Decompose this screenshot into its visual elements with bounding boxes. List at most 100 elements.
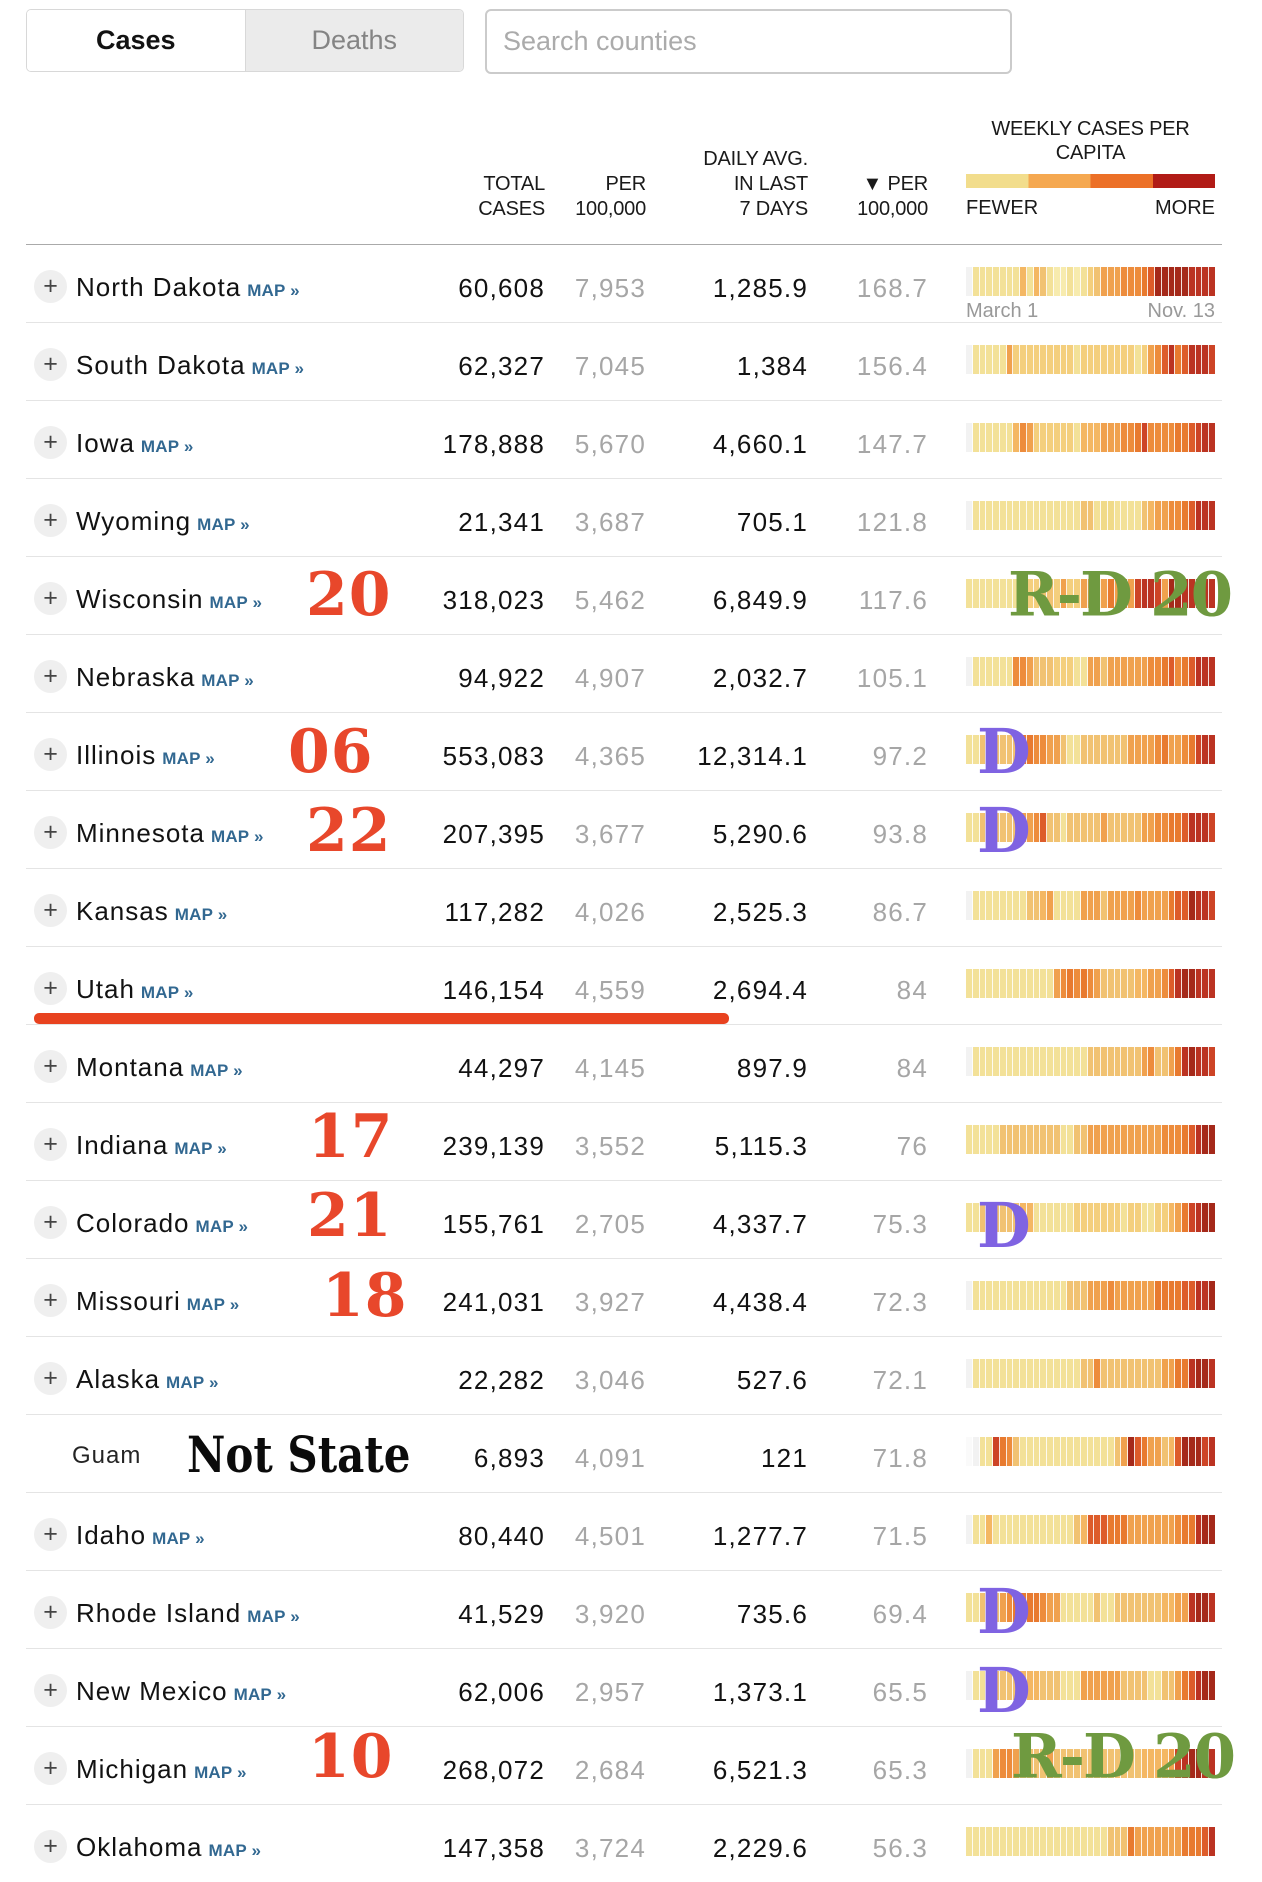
heat-cell <box>1033 579 1041 608</box>
heat-cell <box>1148 1281 1155 1310</box>
map-link[interactable]: MAP » <box>190 1061 243 1080</box>
heat-cell <box>1080 423 1088 452</box>
expand-row-button[interactable]: + <box>34 1752 67 1785</box>
tab-deaths[interactable]: Deaths <box>244 10 463 71</box>
heat-cell <box>1053 579 1061 608</box>
heat-cell <box>972 1281 980 1310</box>
heat-cell <box>1067 267 1074 296</box>
heat-cell <box>1033 1047 1041 1076</box>
heat-cell <box>1168 579 1176 608</box>
heat-cell <box>1175 813 1182 842</box>
heat-cell <box>1114 1281 1122 1310</box>
heat-cell <box>1087 1593 1095 1622</box>
heat-cell <box>1013 1515 1020 1544</box>
map-link[interactable]: MAP » <box>162 749 215 768</box>
state-row-north-dakota: + North Dakota MAP » 60,608 7,953 1,285.… <box>26 244 1222 322</box>
per-100k-value: 3,920 <box>574 1599 646 1629</box>
heat-cell <box>1040 1047 1047 1076</box>
heat-cell <box>1067 735 1074 764</box>
expand-row-button[interactable]: + <box>34 1284 67 1317</box>
map-link[interactable]: MAP » <box>186 1295 240 1314</box>
expand-row-button[interactable]: + <box>34 1518 67 1551</box>
heat-cell <box>993 267 1000 296</box>
sorted-per-100k-value: 156.4 <box>856 351 928 381</box>
heat-cell <box>999 1203 1007 1232</box>
expand-row-button[interactable]: + <box>34 1050 67 1083</box>
expand-row-button[interactable]: + <box>34 1596 67 1629</box>
heat-cell <box>1141 1593 1149 1622</box>
heat-cell <box>1195 345 1203 374</box>
heat-cell <box>1020 1749 1027 1778</box>
total-cases-value: 94,922 <box>458 663 545 693</box>
expand-row-button[interactable]: + <box>34 738 67 771</box>
expand-row-button[interactable]: + <box>34 972 67 1005</box>
heat-cell <box>1006 969 1014 998</box>
expand-row-button[interactable]: + <box>34 504 67 537</box>
map-link[interactable]: MAP » <box>209 593 263 612</box>
state-name-cell: Guam <box>72 1442 141 1470</box>
map-link[interactable]: MAP » <box>197 515 250 534</box>
expand-row-button[interactable]: + <box>34 1206 67 1239</box>
expand-row-button[interactable]: + <box>34 660 67 693</box>
heat-cell <box>1121 1203 1128 1232</box>
column-header-total-cases[interactable]: TOTAL CASES <box>478 173 545 220</box>
heat-cell <box>1121 657 1128 686</box>
map-link[interactable]: MAP » <box>233 1685 287 1704</box>
annotation-red-number: 17 <box>308 1102 394 1172</box>
heat-cell <box>1148 267 1155 296</box>
map-link[interactable]: MAP » <box>152 1529 205 1548</box>
expand-row-button[interactable]: + <box>34 1674 67 1707</box>
expand-row-button[interactable]: + <box>34 426 67 459</box>
heat-cell <box>1060 735 1068 764</box>
tab-cases[interactable]: Cases <box>27 10 245 71</box>
heat-cell <box>1060 1437 1068 1466</box>
map-link[interactable]: MAP » <box>174 1139 227 1158</box>
map-link[interactable]: MAP » <box>140 983 194 1002</box>
expand-row-button[interactable]: + <box>34 1830 67 1863</box>
heat-cell <box>1107 1515 1115 1544</box>
expand-row-button[interactable]: + <box>34 816 67 849</box>
map-link[interactable]: MAP » <box>194 1763 247 1782</box>
heat-cell <box>1033 1281 1041 1310</box>
expand-row-button[interactable]: + <box>34 270 67 303</box>
heat-cell <box>1182 1749 1189 1778</box>
heat-cell <box>1121 1359 1128 1388</box>
heat-cell <box>1080 1203 1088 1232</box>
expand-row-button[interactable]: + <box>34 582 67 615</box>
map-link[interactable]: MAP » <box>201 671 254 690</box>
map-link[interactable]: MAP » <box>140 437 194 456</box>
column-header-daily-avg[interactable]: DAILY AVG. IN LAST 7 DAYS <box>703 148 808 220</box>
heat-cell <box>1134 423 1142 452</box>
column-header-sorted-per-100k[interactable]: ▼ PER 100,000 <box>857 173 928 220</box>
column-header-per-100k[interactable]: PER 100,000 <box>575 173 646 220</box>
heat-cell <box>1168 1515 1176 1544</box>
total-cases-value: 62,327 <box>458 351 545 381</box>
heat-cell <box>993 423 1000 452</box>
heat-cell <box>1033 813 1041 842</box>
map-link[interactable]: MAP » <box>208 1841 262 1860</box>
map-link[interactable]: MAP » <box>251 359 305 378</box>
map-link[interactable]: MAP » <box>195 1217 249 1236</box>
heat-cell <box>1053 1749 1061 1778</box>
heat-cell <box>1080 1827 1088 1856</box>
search-input[interactable] <box>485 9 1012 74</box>
expand-row-button[interactable]: + <box>34 1362 67 1395</box>
expand-row-button[interactable]: + <box>34 348 67 381</box>
map-link[interactable]: MAP » <box>247 1607 300 1626</box>
state-name: Rhode Island <box>76 1598 242 1628</box>
map-link[interactable]: MAP » <box>174 905 228 924</box>
heat-cell <box>1121 423 1128 452</box>
heat-cell <box>1175 423 1182 452</box>
map-link[interactable]: MAP » <box>210 827 264 846</box>
map-link[interactable]: MAP » <box>166 1373 219 1392</box>
heat-cell <box>1060 813 1068 842</box>
heat-cell <box>1114 1515 1122 1544</box>
expand-row-button[interactable]: + <box>34 894 67 927</box>
heat-cell <box>1175 1047 1182 1076</box>
expand-row-button[interactable]: + <box>34 1128 67 1161</box>
heat-cell <box>979 1827 987 1856</box>
heat-cell <box>1101 813 1108 842</box>
map-link[interactable]: MAP » <box>247 281 300 300</box>
heat-cell <box>999 423 1007 452</box>
heat-cell <box>966 657 973 686</box>
